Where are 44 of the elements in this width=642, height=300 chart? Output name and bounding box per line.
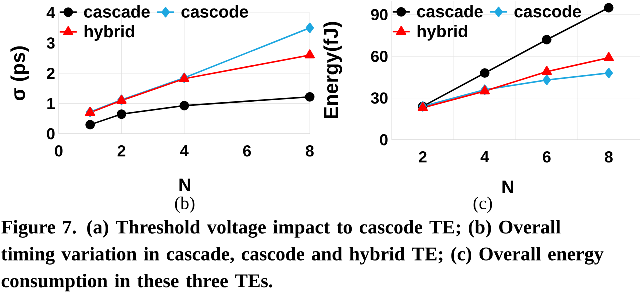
x-tick-label: 6 <box>543 152 551 163</box>
text: (c) <box>474 196 492 214</box>
legend-label: cascode <box>182 6 248 18</box>
y-tick-label: 0 <box>47 128 55 140</box>
legend-label: hybrid <box>84 25 134 42</box>
y-axis-title: Energy(fJ) <box>324 22 342 118</box>
point <box>305 92 315 102</box>
point <box>542 74 552 86</box>
legend-label: cascade <box>417 5 483 18</box>
y-tick-label: 3 <box>46 38 55 49</box>
x-tick-label: 6 <box>243 146 252 157</box>
point <box>542 35 552 45</box>
x-tick-label: 8 <box>605 152 613 163</box>
y-tick-label: 1 <box>48 98 56 110</box>
point <box>117 110 126 120</box>
point <box>480 68 490 78</box>
x-tick-label: 2 <box>118 146 126 157</box>
point <box>86 120 96 130</box>
y-tick-label: 2 <box>47 68 55 80</box>
legend-label: cascode <box>514 5 582 18</box>
x-axis-title: N <box>180 178 190 192</box>
y-tick-label: 30 <box>371 92 388 104</box>
point <box>604 3 614 13</box>
x-tick-label: 4 <box>480 152 490 162</box>
point <box>604 52 614 62</box>
legend-label: cascade <box>84 6 150 18</box>
point <box>304 50 316 59</box>
point <box>306 22 314 34</box>
x-tick-label: 8 <box>306 146 314 157</box>
caption: Figure 7. (a) Threshold voltage impact to cascode TE; (b) Overall timing variation in cascade, cascode and hybrid TE; (c) Overall energy consumption in these three TEs. <box>2 220 604 292</box>
point <box>542 66 552 76</box>
point <box>604 68 614 79</box>
y-axis-title: σ (ps) <box>10 46 30 101</box>
legend-label: hybrid <box>418 25 468 41</box>
x-tick-label: 4 <box>180 146 189 156</box>
y-tick-label: 4 <box>46 8 56 18</box>
y-tick-label: 90 <box>371 9 388 21</box>
x-tick-label: 2 <box>419 152 427 163</box>
x-axis-title: N <box>502 180 514 194</box>
text: (b) <box>175 196 195 214</box>
y-tick-label: 0 <box>380 134 388 146</box>
x-tick-label: 0 <box>55 146 63 157</box>
y-tick-label: 60 <box>371 50 388 62</box>
point <box>180 101 190 111</box>
